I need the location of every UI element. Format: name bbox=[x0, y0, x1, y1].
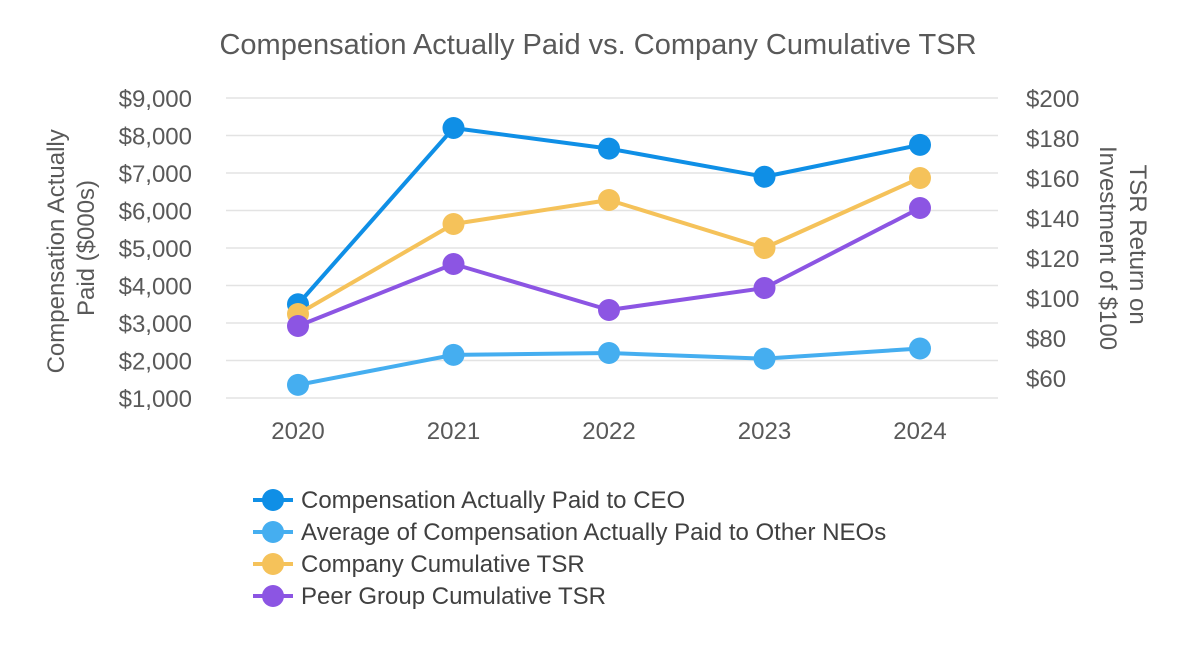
data-point bbox=[442, 253, 465, 275]
series-4 bbox=[287, 197, 931, 337]
chart-title: Compensation Actually Paid vs. Company C… bbox=[219, 29, 976, 61]
legend-item: Compensation Actually Paid to CEO bbox=[253, 487, 685, 514]
legend-marker bbox=[262, 521, 284, 543]
right-axis-title-line-1: TSR Return on bbox=[1124, 165, 1151, 325]
data-point bbox=[909, 167, 931, 189]
legend-marker bbox=[262, 553, 284, 575]
legend-item: Peer Group Cumulative TSR bbox=[253, 583, 606, 610]
left-tick-label: $2,000 bbox=[119, 349, 192, 376]
right-tick-label: $180 bbox=[1026, 126, 1079, 153]
data-point bbox=[287, 315, 309, 337]
right-tick-label: $100 bbox=[1026, 286, 1079, 313]
right-axis-title-line-2: Investment of $100 bbox=[1094, 146, 1121, 350]
data-point bbox=[598, 189, 620, 211]
data-point bbox=[753, 347, 776, 370]
data-point bbox=[598, 137, 620, 160]
data-point bbox=[598, 299, 620, 321]
data-point bbox=[909, 197, 931, 219]
legend: Compensation Actually Paid to CEO Average… bbox=[253, 487, 886, 610]
x-tick-label: 2024 bbox=[893, 418, 946, 445]
left-tick-label: $7,000 bbox=[119, 161, 192, 188]
data-point bbox=[442, 343, 465, 366]
left-tick-label: $1,000 bbox=[119, 386, 192, 413]
right-tick-label: $200 bbox=[1026, 86, 1079, 113]
x-tick-label: 2023 bbox=[738, 418, 791, 445]
data-point bbox=[287, 373, 309, 396]
left-axis-ticks: $1,000 $2,000 $3,000 $4,000 $5,000 $6,000 $7,0… bbox=[119, 86, 192, 413]
left-tick-label: $5,000 bbox=[119, 236, 192, 263]
legend-label: Average of Compensation Actually Paid to… bbox=[301, 519, 886, 546]
data-point bbox=[909, 133, 931, 156]
left-tick-label: $3,000 bbox=[119, 311, 192, 338]
x-tick-label: 2021 bbox=[427, 418, 480, 445]
right-tick-label: $120 bbox=[1026, 246, 1079, 273]
left-tick-label: $4,000 bbox=[119, 274, 192, 301]
data-point bbox=[909, 337, 931, 360]
left-axis-title-line-2: Paid ($000s) bbox=[73, 180, 100, 316]
right-tick-label: $160 bbox=[1026, 166, 1079, 193]
data-point bbox=[753, 237, 776, 259]
data-point bbox=[753, 165, 776, 188]
legend-item: Average of Compensation Actually Paid to… bbox=[253, 519, 886, 546]
right-axis-ticks: $60 $80 $100 $120 $140 $160 $180 $200 bbox=[1026, 86, 1079, 393]
x-axis-ticks: 2020 2021 2022 2023 2024 bbox=[271, 418, 946, 445]
right-tick-label: $60 bbox=[1026, 366, 1066, 393]
right-tick-label: $80 bbox=[1026, 326, 1066, 353]
legend-label: Company Cumulative TSR bbox=[301, 551, 585, 578]
x-tick-label: 2022 bbox=[582, 418, 635, 445]
left-axis-title: Compensation Actually Paid ($000s) bbox=[43, 123, 100, 374]
right-tick-label: $140 bbox=[1026, 206, 1079, 233]
x-tick-label: 2020 bbox=[271, 418, 324, 445]
data-point bbox=[442, 117, 465, 139]
legend-item: Company Cumulative TSR bbox=[253, 551, 585, 578]
left-tick-label: $6,000 bbox=[119, 199, 192, 226]
right-axis-title: TSR Return on Investment of $100 bbox=[1094, 146, 1151, 350]
left-tick-label: $9,000 bbox=[119, 86, 192, 113]
legend-marker bbox=[262, 489, 284, 511]
series-2 bbox=[287, 337, 931, 396]
data-point bbox=[442, 213, 465, 235]
legend-label: Compensation Actually Paid to CEO bbox=[301, 487, 685, 514]
data-point bbox=[753, 277, 776, 299]
data-point bbox=[598, 342, 620, 364]
series-layer bbox=[287, 117, 931, 396]
legend-label: Peer Group Cumulative TSR bbox=[301, 583, 606, 610]
left-axis-title-line-1: Compensation Actually bbox=[43, 129, 70, 373]
legend-marker bbox=[262, 585, 284, 607]
left-tick-label: $8,000 bbox=[119, 124, 192, 151]
